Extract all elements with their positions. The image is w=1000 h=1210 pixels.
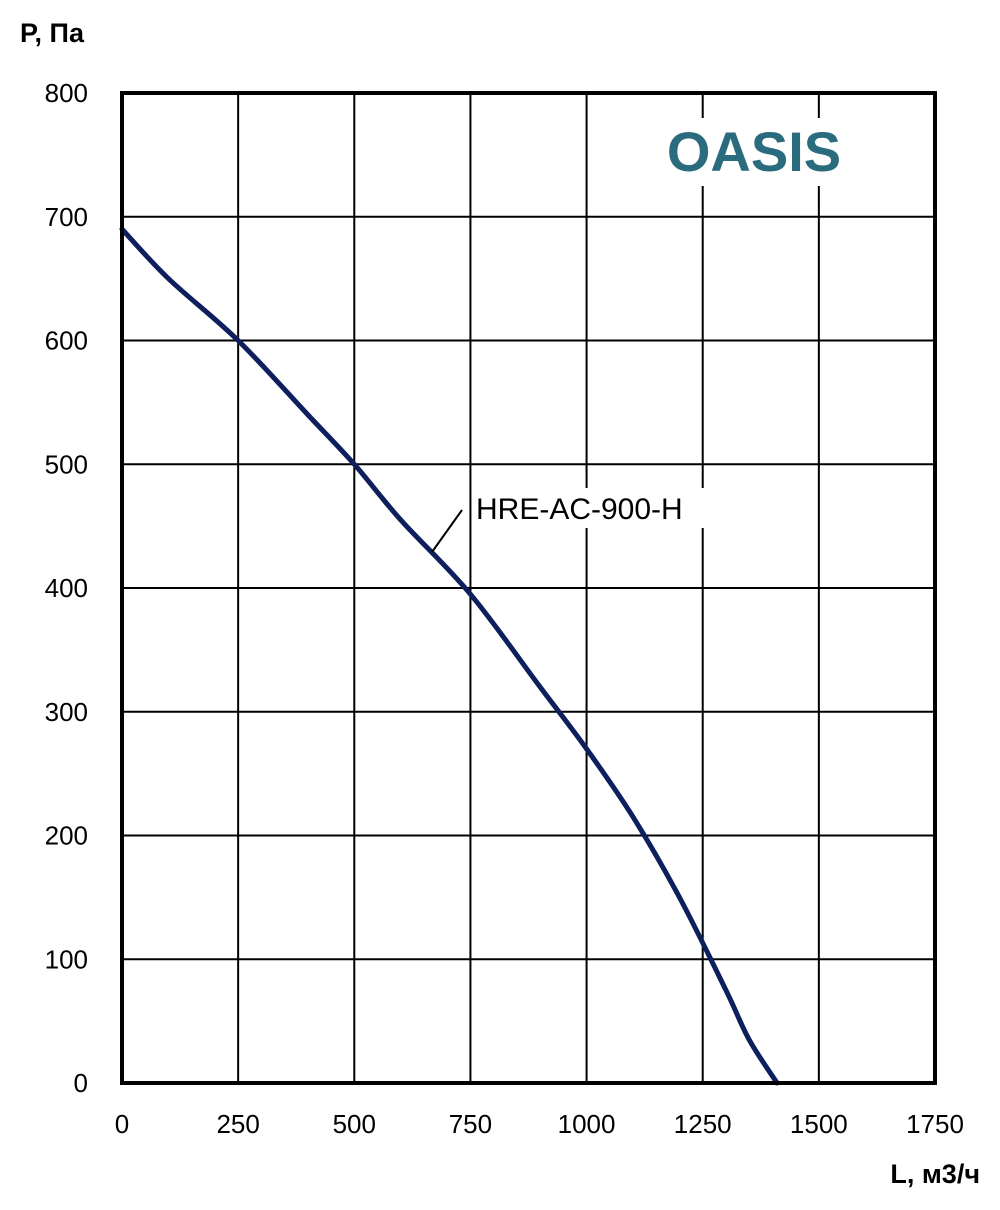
y-axis-title: P, Па [20, 18, 85, 48]
series-label: HRE-AC-900-H [476, 493, 683, 526]
x-tick-label: 1000 [558, 1109, 616, 1139]
x-tick-label: 250 [216, 1109, 259, 1139]
y-tick-label: 800 [45, 78, 88, 108]
y-tick-label: 500 [45, 449, 88, 479]
y-tick-label: 0 [74, 1068, 88, 1098]
x-axis-title: L, м3/ч [890, 1159, 980, 1189]
y-tick-label: 100 [45, 944, 88, 974]
x-tick-label: 1250 [674, 1109, 732, 1139]
oasis-logo: OASIS [667, 120, 841, 183]
logo-background [660, 118, 852, 186]
y-tick-label: 300 [45, 697, 88, 727]
grid [121, 92, 936, 1084]
x-tick-label: 1750 [906, 1109, 964, 1139]
x-tick-label: 500 [333, 1109, 376, 1139]
plot-frame [120, 91, 937, 1085]
y-tick-label: 400 [45, 573, 88, 603]
y-tick-label: 600 [45, 326, 88, 356]
curve-layer [119, 226, 780, 1086]
x-tick-label: 0 [115, 1109, 129, 1139]
y-tick-label: 700 [45, 202, 88, 232]
plot-border [120, 91, 937, 1085]
y-tick-label: 200 [45, 821, 88, 851]
series-line-0 [119, 226, 780, 1086]
tick-labels: 0 250 500 750 1000 1250 1500 1750 0 100 200 300 400 5… [45, 78, 964, 1139]
x-tick-label: 1500 [790, 1109, 848, 1139]
series-label-background [474, 488, 712, 528]
series-label-leader [431, 509, 463, 553]
x-tick-label: 750 [449, 1109, 492, 1139]
